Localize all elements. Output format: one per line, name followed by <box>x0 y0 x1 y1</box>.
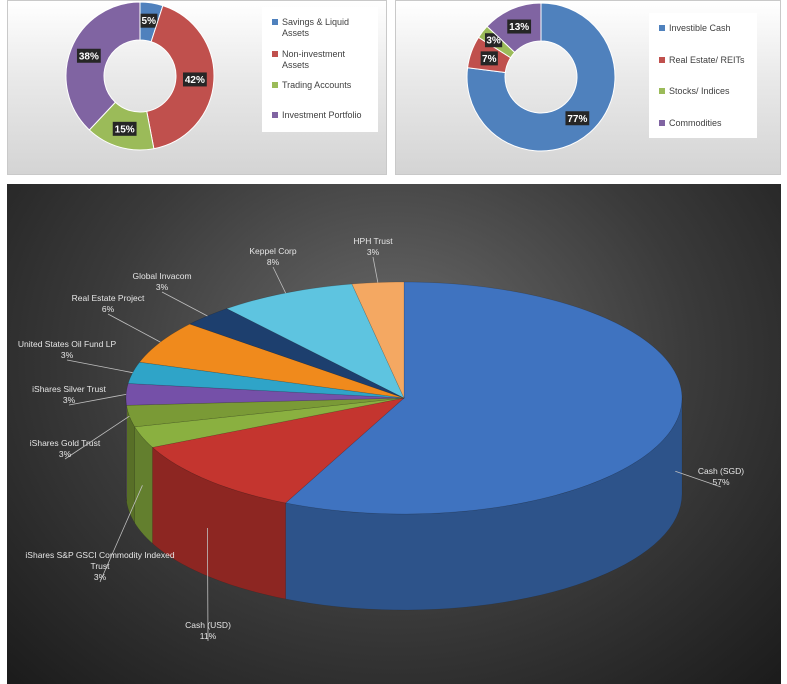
leader-line <box>66 359 133 374</box>
donut-data-label: 13% <box>507 19 532 34</box>
donut-data-label: 42% <box>182 72 207 87</box>
legend-label: Stocks/ Indices <box>669 86 730 96</box>
pie-slice-ishares-s-p-gsci-commodity-indexed-trust <box>134 397 405 448</box>
pie-slice-keppel-corp <box>226 283 405 399</box>
legend-label: Savings & Liquid Assets <box>282 17 350 38</box>
pie-slice-united-states-oil-fund-lp <box>127 361 405 399</box>
donut-slice-investment-portfolio <box>65 1 141 131</box>
leader-line <box>64 415 130 460</box>
pie-data-labels: Cash (SGD) 57% Cash (USD) 11% iShares S&P GS… <box>18 236 744 642</box>
pie-label-cash-usd: Cash (USD) 11% <box>185 620 231 641</box>
pie-slice-global-invacom <box>189 308 405 399</box>
legend-label: Real Estate/ REITs <box>669 55 745 65</box>
investment-portfolio-doughnut-panel: 77% 7% 3% 13% Investible Cash Real Estate/ … <box>395 0 781 175</box>
svg-text:7%: 7% <box>482 54 497 65</box>
pie-slice-real-estate-project <box>139 323 405 399</box>
leader-line <box>272 266 286 294</box>
legend-swatch <box>272 51 278 57</box>
pie-label-ishares-s-p-gsci-commodity-indexed-trust: iShares S&P GSCI Commodity Indexed Trust 3… <box>25 550 174 582</box>
pie-slice-ishares-gold-trust <box>126 397 405 428</box>
leader-line <box>372 256 379 283</box>
legend-label: Investment Portfolio <box>282 110 362 120</box>
donut-data-label: 15% <box>112 121 137 136</box>
leader-line <box>207 528 209 642</box>
legend-label: Commodities <box>669 118 722 128</box>
leader-line <box>161 291 208 317</box>
pie-side-ishares-s-p-gsci-commodity-indexed-trust <box>134 425 153 544</box>
svg-text:38%: 38% <box>79 51 99 62</box>
donut-data-label: 5% <box>140 13 158 28</box>
pie-slice-cash-usd <box>151 397 406 504</box>
legend-swatch <box>659 57 665 63</box>
pie-label-hph-trust: HPH Trust 3% <box>353 236 393 257</box>
donut-data-label: 7% <box>480 51 498 66</box>
svg-text:13%: 13% <box>509 22 529 33</box>
leader-line <box>675 470 722 488</box>
pie-side-ishares-gold-trust <box>126 405 135 524</box>
asset-allocation-doughnut-panel: 5% 42% 15% 38% Savings & Liquid Assets Non-… <box>7 0 387 175</box>
legend-swatch <box>659 25 665 31</box>
svg-text:77%: 77% <box>567 114 587 125</box>
pie-slice-ishares-silver-trust <box>125 383 405 406</box>
leader-line <box>99 485 143 583</box>
svg-text:5%: 5% <box>142 16 157 27</box>
pie-label-ishares-silver-trust: iShares Silver Trust 3% <box>32 384 106 405</box>
donut-slice-non-investment-assets <box>146 4 215 150</box>
legend-label: Investible Cash <box>669 23 731 33</box>
pie-top-faces <box>125 281 683 515</box>
svg-text:15%: 15% <box>115 124 135 135</box>
pie-slice-cash-sgd <box>284 281 683 515</box>
pie-slice-hph-trust <box>351 281 405 399</box>
legend-swatch <box>272 19 278 25</box>
donut-data-label: 77% <box>565 111 590 126</box>
pie-label-cash-sgd: Cash (SGD) 57% <box>698 466 744 487</box>
pie-side-ishares-silver-trust <box>125 398 127 502</box>
legend-swatch <box>659 88 665 94</box>
donut-data-label: 38% <box>76 48 101 63</box>
legend-label: Trading Accounts <box>282 80 352 90</box>
pie-label-united-states-oil-fund-lp: United States Oil Fund LP 3% <box>18 339 117 360</box>
pie-label-global-invacom: Global Invacom 3% <box>132 271 191 292</box>
asset-allocation-legend: Savings & Liquid Assets Non-investment A… <box>262 7 378 132</box>
pie-label-keppel-corp: Keppel Corp 8% <box>249 246 297 267</box>
investment-portfolio-doughnut: 77% 7% 3% 13% <box>466 2 616 152</box>
pie-label-ishares-gold-trust: iShares Gold Trust 3% <box>30 438 101 459</box>
leader-line <box>107 313 161 343</box>
svg-text:42%: 42% <box>185 75 205 86</box>
legend-swatch <box>272 82 278 88</box>
asset-allocation-doughnut: 5% 42% 15% 38% <box>65 1 215 151</box>
legend-swatch <box>272 112 278 118</box>
legend-swatch <box>659 120 665 126</box>
holdings-3d-pie-panel: Cash (SGD) 57% Cash (USD) 11% iShares S&P GS… <box>7 184 781 684</box>
investment-portfolio-legend: Investible Cash Real Estate/ REITs Stock… <box>649 13 757 138</box>
pie-side-walls <box>125 397 683 611</box>
leader-line <box>68 393 127 406</box>
holdings-3d-pie: Cash (SGD) 57% Cash (USD) 11% iShares S&P GS… <box>18 236 744 642</box>
pie-label-real-estate-project: Real Estate Project 6% <box>72 293 145 314</box>
svg-text:3%: 3% <box>486 36 501 47</box>
legend-label: Non-investment Assets <box>282 49 346 70</box>
